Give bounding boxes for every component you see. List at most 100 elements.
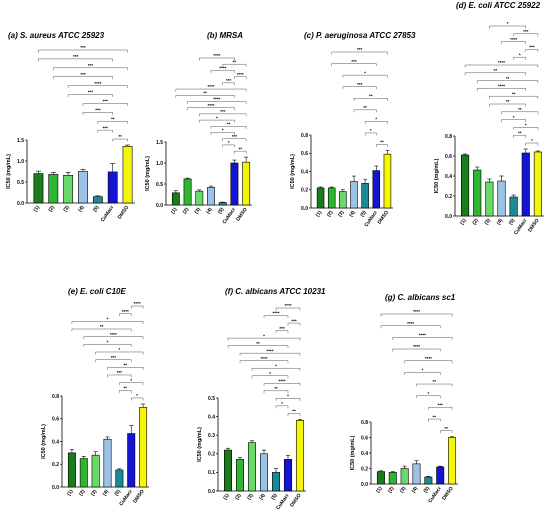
y-tick-label: 0.4 — [52, 439, 59, 445]
bar-7 — [533, 151, 542, 217]
x-tick-label: (2) — [387, 485, 396, 494]
x-tick-label: (3) — [399, 485, 408, 494]
significance-bracket — [251, 375, 289, 379]
bar-1 — [376, 471, 385, 485]
significance-bracket — [53, 67, 128, 71]
significance-label: *** — [438, 403, 444, 408]
significance-label: *** — [357, 82, 363, 87]
significance-bracket — [331, 63, 377, 67]
y-tick-label: 0.8 — [445, 134, 452, 140]
bar-7 — [448, 437, 457, 485]
significance-label: **** — [260, 356, 267, 361]
significance-label: **** — [284, 303, 291, 308]
significance-bracket — [489, 103, 527, 107]
significance-bracket — [130, 397, 144, 401]
chart-panel-3: (c) P. aeruginosa ATCC 27853 0.0 0.2 0.4 0.6… — [290, 31, 416, 228]
x-tick-label: (3) — [90, 488, 99, 497]
significance-label: **** — [207, 84, 214, 89]
significance-label: ** — [118, 134, 122, 139]
significance-label: * — [222, 128, 224, 133]
significance-bracket — [392, 348, 441, 352]
x-tick-label: (4) — [77, 204, 86, 213]
bar-2 — [79, 458, 88, 488]
x-tick-label: DMSO — [377, 210, 391, 226]
y-tick-label: 1.5 — [156, 140, 163, 146]
significance-bracket — [476, 88, 527, 91]
y-tick-label: 0.0 — [17, 201, 24, 207]
x-tick-label: (2) — [182, 206, 191, 215]
significance-label: * — [130, 378, 132, 383]
x-tick-label: DMSO — [235, 207, 249, 223]
significance-bracket — [107, 367, 144, 370]
significance-bracket — [416, 383, 453, 387]
y-tick-label: 0.0 — [156, 203, 163, 209]
significance-bracket — [380, 325, 441, 329]
significance-label: ** — [444, 426, 448, 431]
significance-label: **** — [213, 97, 220, 102]
significance-label: ** — [518, 130, 522, 135]
significance-label: *** — [111, 355, 117, 360]
significance-bracket — [376, 144, 388, 148]
chart-panel-6: (f) C. albicans ATCC 10231 0.0 0.1 0.2 0.3 0.… — [197, 287, 326, 511]
bar-4 — [497, 180, 506, 217]
y-tick-label: 0.4 — [361, 451, 368, 457]
bar-6 — [283, 459, 293, 492]
significance-label: ** — [433, 379, 437, 384]
x-tick-label: (2) — [47, 204, 56, 213]
y-tick-label: 0.5 — [156, 182, 163, 188]
significance-label: * — [275, 363, 277, 368]
bar-6 — [127, 433, 136, 488]
bar-7 — [295, 420, 305, 492]
significance-label: ** — [363, 105, 367, 110]
y-axis-label: IC50 (mg/mL) — [350, 435, 356, 470]
significance-bracket — [210, 132, 235, 135]
y-tick-label: 0.5 — [17, 180, 24, 186]
significance-label: **** — [94, 81, 101, 86]
significance-bracket — [67, 94, 113, 98]
significance-bracket — [392, 337, 453, 340]
significance-bracket — [263, 390, 289, 394]
significance-bracket — [287, 413, 301, 416]
significance-label: *** — [226, 78, 232, 83]
x-tick-label: (4) — [102, 488, 111, 497]
significance-bracket — [464, 72, 527, 76]
y-tick-label: 0.6 — [301, 151, 308, 157]
bar-6 — [521, 152, 530, 217]
significance-label: *** — [117, 370, 123, 375]
significance-label: **** — [213, 53, 220, 58]
y-tick-label: 0.8 — [361, 420, 368, 426]
significance-bracket — [501, 41, 527, 45]
y-tick-label: 0.6 — [361, 435, 368, 441]
significance-bracket — [97, 129, 113, 133]
significance-label: * — [136, 393, 138, 398]
bar-4 — [412, 463, 421, 485]
y-tick-label: 0.4 — [208, 414, 215, 420]
bar-3 — [63, 174, 74, 204]
significance-label: **** — [413, 344, 420, 349]
y-tick-label: 0.0 — [301, 206, 308, 212]
bar-3 — [485, 181, 494, 217]
chart-title: (d) E. coli ATCC 25922 — [456, 1, 541, 10]
bar-7 — [139, 407, 148, 488]
significance-label: ** — [256, 341, 260, 346]
significance-bracket — [199, 119, 235, 123]
bar-2 — [235, 459, 245, 492]
significance-bracket — [239, 352, 301, 356]
bar-3 — [247, 442, 257, 492]
significance-bracket — [175, 88, 247, 92]
significance-bracket — [489, 95, 539, 99]
x-tick-label: (5) — [92, 204, 101, 213]
significance-bracket — [119, 313, 132, 317]
y-tick-label: 1.0 — [156, 161, 163, 167]
significance-bracket — [38, 49, 128, 53]
x-tick-label: (2) — [471, 217, 480, 226]
significance-bracket — [404, 372, 441, 375]
significance-label: ** — [369, 93, 373, 98]
significance-label: **** — [510, 37, 517, 42]
chart-title: (e) E. coli C10E — [68, 287, 126, 296]
x-tick-label: (1) — [459, 217, 468, 226]
y-tick-label: 0.6 — [445, 154, 452, 160]
significance-label: ** — [506, 99, 510, 104]
significance-bracket — [275, 330, 289, 334]
x-tick-label: (4) — [205, 206, 214, 215]
